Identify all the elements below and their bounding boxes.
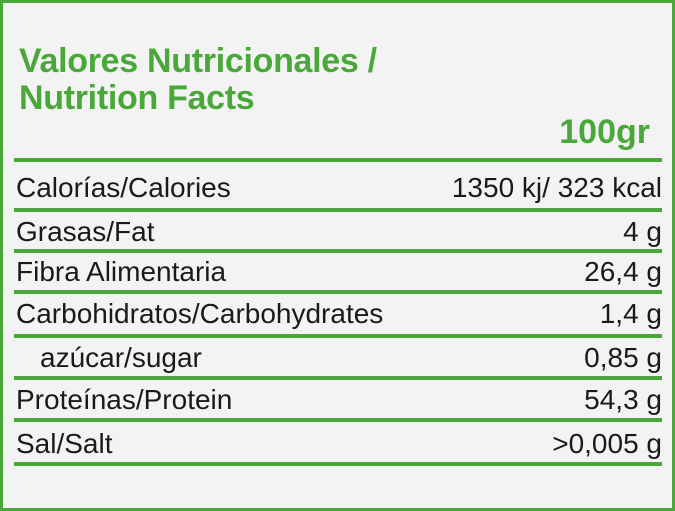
row-value: 4 g xyxy=(623,216,662,247)
table-row: Carbohidratos/Carbohydrates 1,4 g xyxy=(16,294,662,330)
row-label: Proteínas/Protein xyxy=(16,384,233,415)
divider xyxy=(14,418,662,422)
table-row: azúcar/sugar 0,85 g xyxy=(16,338,662,374)
row-value: 1,4 g xyxy=(599,298,662,329)
serving-amount: 100gr xyxy=(559,113,650,151)
table-row: Grasas/Fat 4 g xyxy=(16,214,662,248)
row-value: 54,3 g xyxy=(584,384,662,415)
row-label: Grasas/Fat xyxy=(16,216,155,247)
row-label: Fibra Alimentaria xyxy=(16,256,227,287)
table-row: Proteínas/Protein 54,3 g xyxy=(16,380,662,416)
row-value: >0,005 g xyxy=(552,428,662,459)
table-row: Calorías/Calories 1350 kj/ 323 kcal xyxy=(16,168,662,204)
row-value: 0,85 g xyxy=(584,342,662,373)
divider xyxy=(14,208,662,212)
divider xyxy=(14,249,662,253)
divider xyxy=(14,334,662,338)
table-row: Fibra Alimentaria 26,4 g xyxy=(16,254,662,288)
title-line-2: Nutrition Facts xyxy=(19,79,255,117)
table-row: Sal/Salt >0,005 g xyxy=(16,424,662,460)
row-label: Calorías/Calories xyxy=(16,172,231,203)
row-label: Sal/Salt xyxy=(16,428,113,459)
title-line-1: Valores Nutricionales / xyxy=(19,42,377,80)
row-value: 26,4 g xyxy=(584,256,662,287)
divider xyxy=(14,462,662,466)
divider xyxy=(14,158,662,162)
panel-title: Valores Nutricionales / Nutrition Facts xyxy=(19,43,377,117)
divider xyxy=(14,290,662,294)
row-label: Carbohidratos/Carbohydrates xyxy=(16,298,384,329)
divider xyxy=(14,376,662,380)
row-value: 1350 kj/ 323 kcal xyxy=(451,172,662,203)
row-label: azúcar/sugar xyxy=(40,342,202,373)
